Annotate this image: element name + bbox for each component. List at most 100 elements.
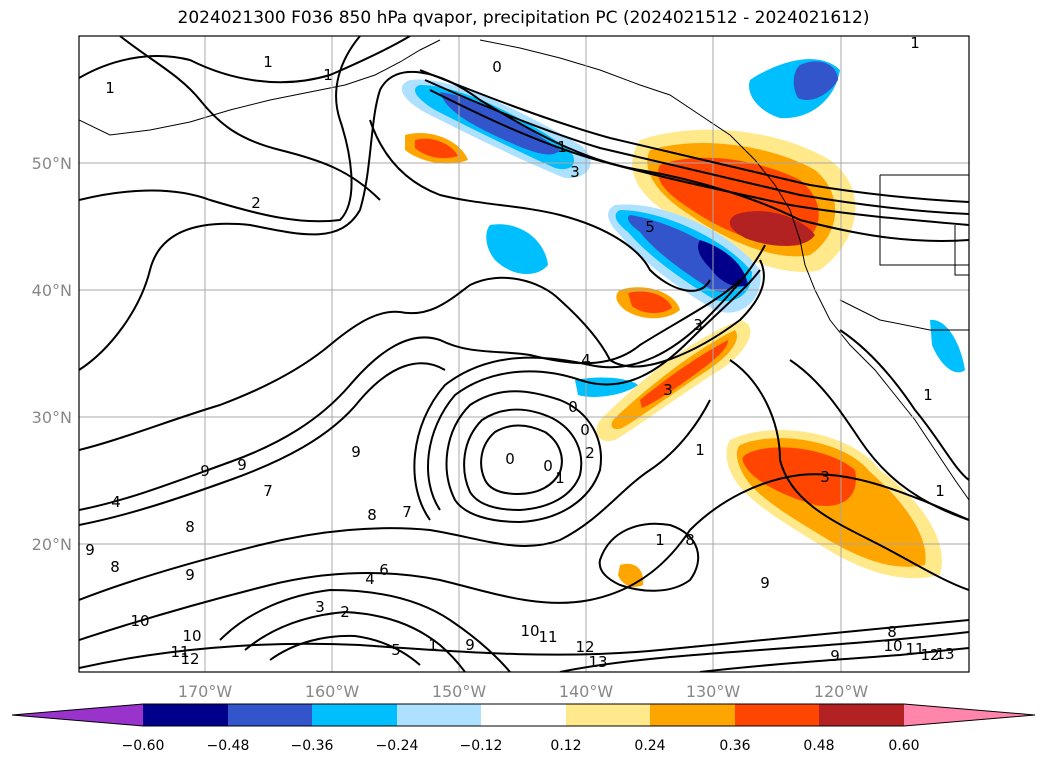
colorbar-tick-label: 0.60: [888, 738, 919, 754]
contour-label: 10: [130, 612, 149, 630]
lon-label: 130°W: [686, 682, 741, 701]
lat-label: 20°N: [32, 535, 72, 554]
contour-label: 1: [695, 441, 705, 459]
contour-label: 1: [323, 66, 333, 84]
colorbar-tick-label: 0.12: [550, 738, 581, 754]
contour-label: 2: [340, 603, 350, 621]
colorbar-outline: [11, 703, 1036, 727]
colorbar-segment: [650, 704, 735, 726]
colorbar-segment: [143, 704, 228, 726]
contour-label: 2: [251, 194, 261, 212]
dry-field-north: [793, 61, 838, 100]
map-title: 2024021300 F036 850 hPa qvapor, precipit…: [177, 8, 870, 28]
lat-label: 50°N: [32, 154, 72, 173]
contour-label: 3: [663, 381, 673, 399]
colorbar-segment: [904, 704, 1035, 726]
map-frame: [78, 35, 970, 673]
contour-label: 8: [367, 506, 377, 524]
contour-label: 1: [923, 386, 933, 404]
longitude-labels: 170°W 160°W 150°W 140°W 130°W 120°W: [178, 682, 869, 701]
contour-label: 3: [570, 163, 580, 181]
contour-label: 9: [760, 574, 770, 592]
contour-label: 8: [185, 518, 195, 536]
contour-label: 3: [820, 468, 830, 486]
contour-label: 0: [492, 58, 502, 76]
contour-label: 1: [557, 138, 567, 156]
colorbar-tick-label: 0.48: [803, 738, 834, 754]
contour-label: 0: [568, 398, 578, 416]
contour-label: 9: [465, 636, 475, 654]
contour-label: 4: [111, 493, 121, 511]
dry-field-offshore: [698, 240, 748, 287]
precip-field-subtropics: [742, 447, 856, 506]
contour-label: 10: [182, 627, 201, 645]
colorbar-segment: [735, 704, 819, 726]
contour-label: 12: [920, 646, 939, 664]
contour-label: 0: [543, 457, 553, 475]
contour-label: 8: [110, 558, 120, 576]
dry-field-mid: [486, 224, 548, 275]
contour-label: 3: [315, 598, 325, 616]
contour-label: 1: [263, 53, 273, 71]
contour-label: 1: [935, 482, 945, 500]
coastlines: [79, 39, 969, 501]
contour-label: 10: [883, 637, 902, 655]
contour-label: 1: [555, 469, 565, 487]
contour-label: 8: [685, 531, 695, 549]
contour-label: 1: [655, 531, 665, 549]
contour-label: 5: [645, 218, 655, 236]
contour-label: 4: [365, 570, 375, 588]
contour-label: 9: [185, 566, 195, 584]
map-plot-area: [79, 36, 969, 672]
contour-label: 9: [830, 647, 840, 665]
contour-label: 0: [580, 421, 590, 439]
contour-label: 1: [428, 636, 438, 654]
colorbar-tick-label: −0.48: [207, 738, 250, 754]
precip-field-atmospheric-river: [640, 340, 728, 408]
contour-label: 13: [588, 653, 607, 671]
colorbar-segment: [12, 704, 143, 726]
contour-label: 13: [935, 645, 954, 663]
contour-label: 12: [180, 650, 199, 668]
contour-label: 3: [693, 316, 703, 334]
lon-label: 150°W: [432, 682, 487, 701]
contour-label: 1: [910, 34, 920, 52]
contour-label: 4: [581, 351, 591, 369]
lon-label: 170°W: [178, 682, 233, 701]
lon-label: 120°W: [814, 682, 869, 701]
contour-label: 8: [887, 623, 897, 641]
colorbar: −0.60 −0.48 −0.36 −0.24 −0.12 0.12 0.24 …: [11, 703, 1036, 754]
contour-label: 11: [170, 643, 189, 661]
contour-label: 9: [237, 456, 247, 474]
graticule: [79, 36, 969, 672]
colorbar-tick-label: −0.12: [460, 738, 503, 754]
colorbar-tick-label: −0.60: [122, 738, 165, 754]
colorbar-segment: [481, 704, 566, 726]
lon-label: 140°W: [559, 682, 614, 701]
contour-label: 0: [505, 450, 515, 468]
lat-label: 30°N: [32, 408, 72, 427]
contours: [79, 36, 969, 672]
contour-label: 7: [263, 482, 273, 500]
colorbar-segment: [228, 704, 312, 726]
precip-field-north: [415, 138, 458, 159]
colorbar-segment: [312, 704, 397, 726]
contour-label: 10: [520, 622, 539, 640]
contour-label: 9: [200, 462, 210, 480]
lat-label: 40°N: [32, 281, 72, 300]
latitude-labels: 50°N 40°N 30°N 20°N: [32, 154, 72, 554]
colorbar-segment: [566, 704, 650, 726]
contour-label: 1: [105, 79, 115, 97]
colorbar-tick-label: 0.24: [634, 738, 665, 754]
contour-label: 11: [905, 640, 924, 658]
lon-label: 160°W: [305, 682, 360, 701]
contour-label: 7: [402, 503, 412, 521]
colorbar-tick-label: −0.24: [376, 738, 419, 754]
contour-label: 9: [351, 443, 361, 461]
contour-label: 5: [391, 641, 401, 659]
contour-label: 2: [585, 444, 595, 462]
precip-field-central-pacific: [628, 291, 672, 314]
contour-label: 9: [85, 541, 95, 559]
